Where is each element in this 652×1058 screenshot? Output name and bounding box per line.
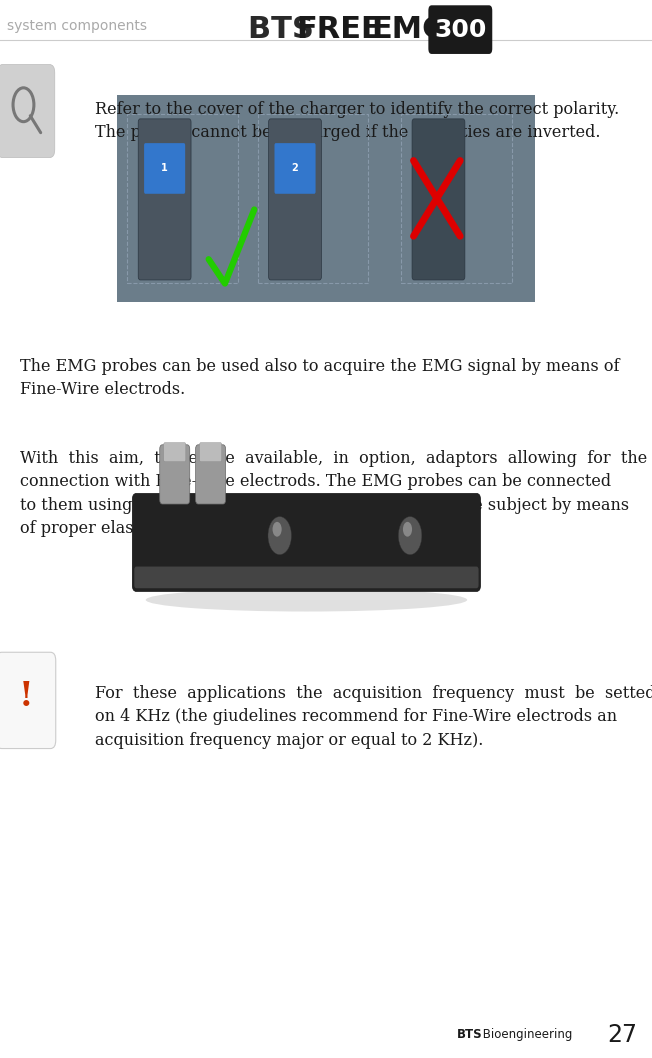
FancyBboxPatch shape: [428, 5, 492, 54]
Circle shape: [398, 516, 422, 554]
Circle shape: [273, 522, 282, 536]
FancyBboxPatch shape: [200, 442, 222, 461]
Bar: [401, 114, 512, 282]
Circle shape: [403, 522, 412, 536]
FancyBboxPatch shape: [269, 118, 321, 280]
FancyBboxPatch shape: [138, 118, 191, 280]
Text: 1: 1: [161, 163, 168, 174]
Text: The EMG probes can be used also to acquire the EMG signal by means of
Fine-Wire : The EMG probes can be used also to acqui…: [20, 358, 619, 398]
FancyBboxPatch shape: [160, 444, 190, 504]
FancyBboxPatch shape: [164, 442, 186, 461]
Text: 300: 300: [434, 18, 486, 41]
Text: EMG: EMG: [372, 15, 448, 44]
FancyBboxPatch shape: [0, 652, 55, 749]
FancyBboxPatch shape: [132, 493, 481, 591]
Ellipse shape: [145, 588, 467, 612]
Circle shape: [268, 516, 291, 554]
Text: With  this  aim,  there  are  available,  in  option,  adaptors  allowing  for  : With this aim, there are available, in o…: [20, 450, 647, 537]
Bar: [258, 114, 368, 282]
Text: Bioengineering: Bioengineering: [479, 1028, 572, 1041]
FancyBboxPatch shape: [412, 118, 465, 280]
Bar: [127, 114, 238, 282]
FancyBboxPatch shape: [196, 444, 226, 504]
Text: !: !: [19, 679, 33, 713]
FancyBboxPatch shape: [144, 143, 185, 194]
FancyBboxPatch shape: [274, 143, 316, 194]
FancyBboxPatch shape: [134, 566, 479, 588]
Text: 2: 2: [291, 163, 299, 174]
Text: For  these  applications  the  acquisition  frequency  must  be  setted
on 4 KHz: For these applications the acquisition f…: [95, 685, 652, 748]
FancyBboxPatch shape: [0, 65, 55, 158]
Text: BTS: BTS: [248, 15, 324, 44]
Text: system components: system components: [7, 19, 147, 34]
Text: BTS: BTS: [456, 1028, 482, 1041]
Text: Refer to the cover of the charger to identify the correct polarity.
The probes c: Refer to the cover of the charger to ide…: [95, 101, 619, 141]
Bar: [117, 95, 535, 302]
Text: 27: 27: [608, 1023, 638, 1046]
Text: FREE: FREE: [297, 15, 383, 44]
